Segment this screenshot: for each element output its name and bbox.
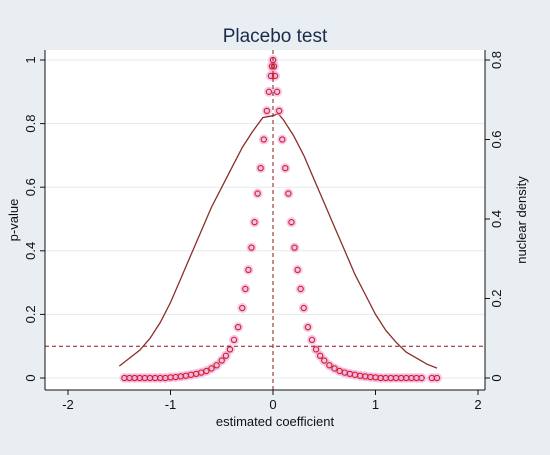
- scatter-point-glow: [249, 217, 260, 228]
- scatter-point: [222, 352, 229, 359]
- x-tick-label: 2: [474, 397, 481, 412]
- scatter-point-glow: [240, 283, 251, 294]
- left-axis-title: p-value: [6, 199, 21, 242]
- scatter-point: [213, 362, 220, 369]
- scatter-point: [304, 323, 311, 331]
- scatter-point: [297, 285, 304, 293]
- scatter-point: [285, 190, 292, 197]
- right-tick-label: 0.2: [489, 289, 504, 307]
- scatter-point: [230, 336, 238, 343]
- scatter-point-glow: [261, 105, 272, 116]
- scatter-point: [433, 374, 441, 382]
- scatter-point: [226, 346, 234, 353]
- scatter-point-glow: [274, 105, 285, 116]
- scatter-point: [208, 365, 215, 372]
- scatter-point: [257, 164, 264, 172]
- scatter-point: [242, 285, 249, 293]
- right-tick-label: 0: [489, 374, 504, 381]
- scatter-point: [245, 266, 252, 274]
- scatter-point-glow: [263, 86, 274, 97]
- scatter-point: [248, 244, 255, 251]
- scatter-point: [239, 304, 246, 312]
- x-tick-label: -1: [165, 397, 177, 412]
- scatter-point-glow: [432, 373, 442, 383]
- scatter-point: [275, 107, 283, 115]
- scatter-point-glow: [272, 86, 283, 97]
- scatter-point-glow: [255, 163, 266, 174]
- tick-labels: -2 -1 0 1 2 0 0.2 0.4 0.6 0.8 1 0 0.2 0.4 0.6 0.8: [23, 51, 504, 412]
- right-tick-label: 0.6: [489, 130, 504, 148]
- scatter-point: [273, 88, 281, 95]
- scatter-point: [265, 88, 273, 95]
- scatter-point: [300, 304, 307, 312]
- right-tick-label: 0.8: [489, 51, 504, 69]
- scatter-point: [291, 244, 298, 251]
- right-axis-title: nuclear density: [514, 176, 529, 264]
- left-tick-label: 0.8: [23, 115, 38, 133]
- reference-lines: [45, 50, 485, 390]
- scatter-point: [288, 219, 295, 226]
- scatter-point-glow: [258, 134, 269, 145]
- x-tick-label: 1: [372, 397, 379, 412]
- scatter-point: [312, 346, 320, 353]
- right-tick-label: 0.4: [489, 210, 504, 228]
- scatter-point-glow: [295, 283, 306, 294]
- scatter-point: [268, 63, 276, 70]
- scatter-point-glow: [243, 264, 254, 275]
- scatter-point: [418, 374, 425, 382]
- scatter-point: [279, 136, 286, 143]
- scatter-point: [234, 323, 242, 331]
- chart-title: Placebo test: [223, 26, 328, 47]
- scatter-point-glow: [233, 322, 244, 333]
- scatter-point-glow: [289, 242, 300, 253]
- scatter-point: [316, 352, 324, 359]
- left-tick-label: 0.4: [23, 242, 38, 260]
- left-tick-label: 0.6: [23, 178, 38, 196]
- scatter-point-glow: [229, 334, 240, 345]
- scatter-point: [282, 164, 289, 172]
- plot-area: [45, 50, 485, 390]
- x-axis-title: estimated coefficient: [216, 414, 335, 429]
- scatter-point: [263, 107, 270, 115]
- x-tick-label: -2: [62, 397, 74, 412]
- scatter-point: [254, 190, 261, 197]
- scatter-point: [270, 63, 278, 70]
- scatter-point-glow: [237, 303, 248, 314]
- scatter-point-glow: [280, 163, 291, 174]
- points-layer: [121, 56, 441, 382]
- scatter-point: [321, 357, 328, 364]
- left-tick-label: 0: [23, 374, 38, 381]
- scatter-point-glow: [306, 334, 317, 345]
- scatter-point: [267, 72, 275, 80]
- scatter-point-glow: [246, 242, 257, 253]
- scatter-point-glow: [286, 217, 297, 228]
- scatter-point: [308, 336, 316, 343]
- scatter-point-glow: [302, 322, 313, 333]
- scatter-point-glow: [416, 373, 427, 383]
- scatter-point-glow: [270, 70, 281, 81]
- left-tick-label: 0.2: [23, 305, 38, 323]
- scatter-point: [271, 72, 279, 80]
- scatter-point-glow: [283, 188, 294, 199]
- scatter-point: [326, 362, 333, 369]
- scatter-point: [331, 365, 338, 372]
- points-glow-layer: [119, 55, 442, 383]
- scatter-point: [260, 136, 267, 143]
- scatter-point-glow: [277, 134, 288, 145]
- scatter-point: [251, 219, 258, 226]
- scatter-point-glow: [292, 264, 303, 275]
- x-tick-label: 0: [269, 397, 276, 412]
- scatter-point: [203, 367, 210, 375]
- scatter-point-glow: [298, 303, 309, 314]
- left-tick-label: 1: [23, 56, 38, 63]
- scatter-point: [294, 266, 301, 274]
- scatter-point-glow: [224, 344, 235, 355]
- scatter-point-glow: [252, 188, 263, 199]
- axes: [44, 50, 486, 391]
- scatter-point: [218, 357, 225, 364]
